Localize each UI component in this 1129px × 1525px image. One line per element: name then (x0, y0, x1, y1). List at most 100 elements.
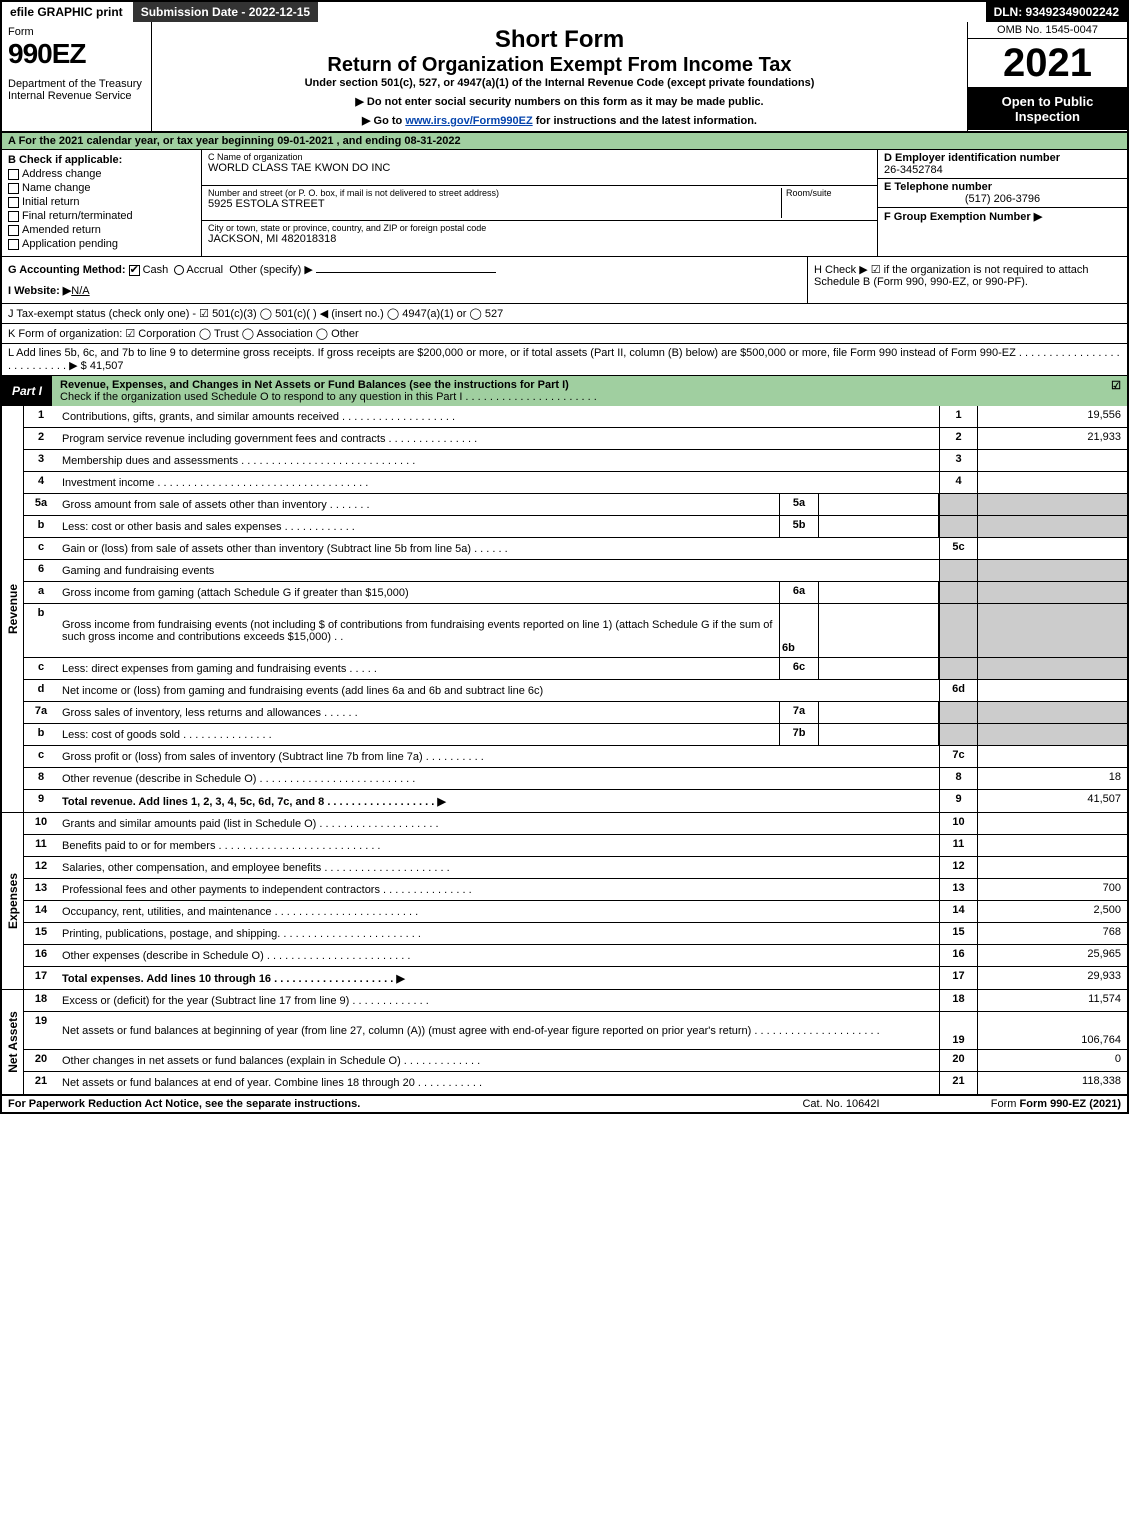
ein-value: 26-3452784 (884, 164, 1121, 176)
section-c: C Name of organization WORLD CLASS TAE K… (202, 150, 877, 256)
short-form-title: Short Form (160, 26, 959, 54)
org-name: WORLD CLASS TAE KWON DO INC (208, 162, 871, 174)
chk-application-pending[interactable]: Application pending (8, 238, 195, 250)
line-10: 10Grants and similar amounts paid (list … (24, 813, 1127, 835)
section-h: H Check ▶ ☑ if the organization is not r… (807, 257, 1127, 303)
line-19: 19Net assets or fund balances at beginni… (24, 1012, 1127, 1050)
form-label: Form (8, 26, 145, 38)
footer-right: Form Form 990-EZ (2021) (941, 1098, 1121, 1110)
line-4: 4Investment income . . . . . . . . . . .… (24, 472, 1127, 494)
phone-label: E Telephone number (884, 181, 1121, 193)
city-label: City or town, state or province, country… (208, 223, 871, 233)
line-11: 11Benefits paid to or for members . . . … (24, 835, 1127, 857)
chk-name-change[interactable]: Name change (8, 182, 195, 194)
line-12: 12Salaries, other compensation, and empl… (24, 857, 1127, 879)
line-3: 3Membership dues and assessments . . . .… (24, 450, 1127, 472)
part-1-check[interactable]: ☑ (1111, 379, 1121, 392)
ein-label: D Employer identification number (884, 152, 1121, 164)
line-16: 16Other expenses (describe in Schedule O… (24, 945, 1127, 967)
top-bar: efile GRAPHIC print Submission Date - 20… (2, 2, 1127, 22)
line-8: 8Other revenue (describe in Schedule O) … (24, 768, 1127, 790)
line-6c: cLess: direct expenses from gaming and f… (24, 658, 1127, 680)
section-e: E Telephone number (517) 206-3796 (878, 179, 1127, 208)
line-7b: bLess: cost of goods sold . . . . . . . … (24, 724, 1127, 746)
g-label: G Accounting Method: (8, 264, 126, 276)
org-address: 5925 ESTOLA STREET (208, 198, 781, 210)
return-title: Return of Organization Exempt From Incom… (160, 54, 959, 77)
row-k: K Form of organization: ☑ Corporation ◯ … (2, 324, 1127, 344)
dept-treasury: Department of the Treasury (8, 78, 145, 90)
form-number: 990EZ (8, 38, 145, 70)
org-name-label: C Name of organization (208, 152, 871, 162)
open-inspection: Open to Public Inspection (968, 88, 1127, 130)
line-5a: 5aGross amount from sale of assets other… (24, 494, 1127, 516)
section-b-label: B Check if applicable: (8, 154, 195, 166)
line-21: 21Net assets or fund balances at end of … (24, 1072, 1127, 1094)
form-990ez-page: efile GRAPHIC print Submission Date - 20… (0, 0, 1129, 1114)
section-i: I Website: ▶N/A (8, 284, 801, 297)
chk-address-change[interactable]: Address change (8, 168, 195, 180)
org-city-cell: City or town, state or province, country… (202, 221, 877, 256)
net-assets-table: Net Assets 18Excess or (deficit) for the… (2, 990, 1127, 1096)
dln-number: DLN: 93492349002242 (986, 2, 1127, 22)
topbar-spacer (320, 2, 985, 22)
line-1: 1Contributions, gifts, grants, and simil… (24, 406, 1127, 428)
subtitle: Under section 501(c), 527, or 4947(a)(1)… (160, 77, 959, 89)
section-g: G Accounting Method: Cash Accrual Other … (2, 257, 807, 303)
chk-cash[interactable] (129, 265, 140, 276)
phone-value: (517) 206-3796 (884, 193, 1121, 205)
section-def: D Employer identification number 26-3452… (877, 150, 1127, 256)
line-6: 6Gaming and fundraising events (24, 560, 1127, 582)
row-l-text: L Add lines 5b, 6c, and 7b to line 9 to … (8, 347, 1120, 372)
irs-label: Internal Revenue Service (8, 90, 145, 102)
chk-final-return[interactable]: Final return/terminated (8, 210, 195, 222)
row-j: J Tax-exempt status (check only one) - ☑… (2, 304, 1127, 324)
expenses-table: Expenses 10Grants and similar amounts pa… (2, 813, 1127, 990)
goto-post: for instructions and the latest informat… (533, 115, 757, 127)
line-9: 9Total revenue. Add lines 1, 2, 3, 4, 5c… (24, 790, 1127, 812)
chk-initial-return[interactable]: Initial return (8, 196, 195, 208)
header-center: Short Form Return of Organization Exempt… (152, 22, 967, 131)
group-exempt-label: F Group Exemption Number ▶ (884, 211, 1042, 223)
line-6a: aGross income from gaming (attach Schedu… (24, 582, 1127, 604)
section-f: F Group Exemption Number ▶ (878, 208, 1127, 256)
section-b-through-f: B Check if applicable: Address change Na… (2, 150, 1127, 257)
row-a-tax-year: A For the 2021 calendar year, or tax yea… (2, 133, 1127, 150)
section-b: B Check if applicable: Address change Na… (2, 150, 202, 256)
page-footer: For Paperwork Reduction Act Notice, see … (2, 1096, 1127, 1112)
line-7c: cGross profit or (loss) from sales of in… (24, 746, 1127, 768)
chk-amended-return[interactable]: Amended return (8, 224, 195, 236)
expenses-side-label: Expenses (2, 813, 24, 989)
part-1-title: Revenue, Expenses, and Changes in Net As… (52, 376, 1127, 406)
section-d: D Employer identification number 26-3452… (878, 150, 1127, 179)
chk-accrual[interactable] (174, 265, 184, 275)
row-l-val: 41,507 (90, 360, 124, 372)
line-6b: bGross income from fundraising events (n… (24, 604, 1127, 658)
footer-center: Cat. No. 10642I (741, 1098, 941, 1110)
revenue-side-label: Revenue (2, 406, 24, 812)
ssn-note: ▶ Do not enter social security numbers o… (160, 95, 959, 108)
website-label: I Website: ▶ (8, 285, 71, 297)
irs-link[interactable]: www.irs.gov/Form990EZ (405, 115, 532, 127)
goto-note: ▶ Go to www.irs.gov/Form990EZ for instru… (160, 114, 959, 127)
net-assets-side-label: Net Assets (2, 990, 24, 1094)
addr-label: Number and street (or P. O. box, if mail… (208, 188, 781, 198)
line-2: 2Program service revenue including gover… (24, 428, 1127, 450)
line-14: 14Occupancy, rent, utilities, and mainte… (24, 901, 1127, 923)
header-left: Form 990EZ Department of the Treasury In… (2, 22, 152, 131)
omb-number: OMB No. 1545-0047 (968, 22, 1127, 39)
org-addr-cell: Number and street (or P. O. box, if mail… (202, 186, 877, 222)
website-value: N/A (71, 285, 89, 297)
line-13: 13Professional fees and other payments t… (24, 879, 1127, 901)
part-1-num: Part I (2, 381, 52, 401)
row-g-h: G Accounting Method: Cash Accrual Other … (2, 257, 1127, 304)
revenue-table: Revenue 1Contributions, gifts, grants, a… (2, 406, 1127, 813)
room-label: Room/suite (786, 188, 871, 198)
efile-print-label: efile GRAPHIC print (2, 2, 133, 22)
line-7a: 7aGross sales of inventory, less returns… (24, 702, 1127, 724)
line-5b: bLess: cost or other basis and sales exp… (24, 516, 1127, 538)
form-header: Form 990EZ Department of the Treasury In… (2, 22, 1127, 133)
line-17: 17Total expenses. Add lines 10 through 1… (24, 967, 1127, 989)
tax-year: 2021 (968, 39, 1127, 88)
line-18: 18Excess or (deficit) for the year (Subt… (24, 990, 1127, 1012)
